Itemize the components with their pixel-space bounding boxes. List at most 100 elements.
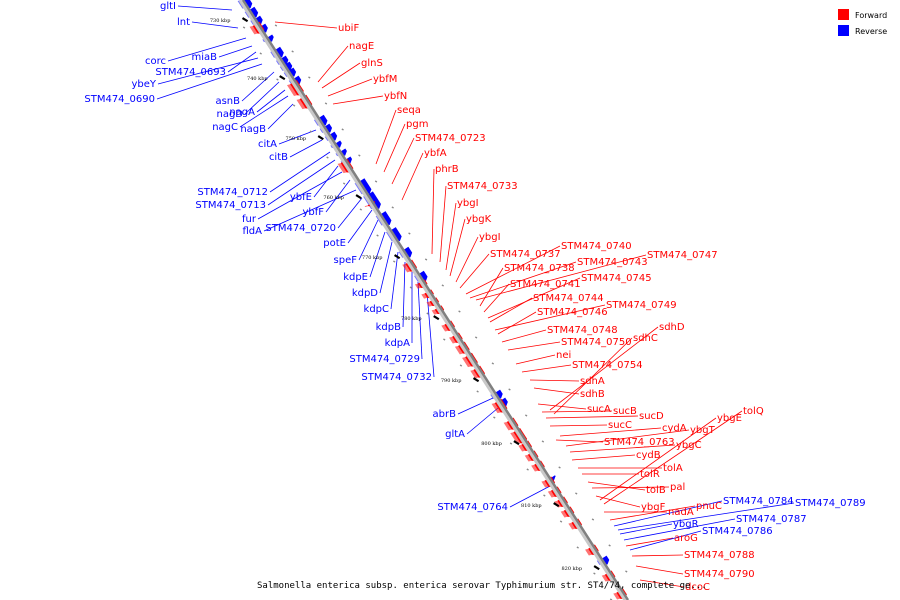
reverse-gene-label: STM474_0720 [265, 223, 336, 234]
forward-gene-label: STM474_0745 [581, 273, 652, 284]
tick-dot [591, 518, 595, 521]
forward-gene-feature-shade [585, 548, 592, 556]
reverse-gene-label: kdpA [385, 338, 410, 349]
tick-dot [408, 232, 411, 235]
tick-mark [553, 502, 560, 508]
reverse-gene-label: kdpE [343, 272, 368, 283]
reverse-gene-label: STM474_0693 [155, 67, 226, 78]
forward-leader-line [327, 78, 373, 97]
forward-gene-feature-shade [337, 163, 347, 174]
backbone-line [241, 0, 630, 600]
forward-leader-line [455, 236, 479, 283]
forward-gene-label: cydB [636, 450, 661, 461]
tick-dot [259, 52, 262, 55]
forward-gene-label: STM474_0750 [561, 337, 632, 348]
tick-label: 800 kbp [481, 441, 502, 447]
reverse-gene-label: STM474_0732 [361, 372, 432, 383]
tick-dot [326, 156, 329, 159]
tick-dot [508, 388, 511, 391]
forward-gene-label: ybgR [673, 519, 699, 530]
forward-gene-label: cydA [662, 423, 687, 434]
backbone-shadow [238, 0, 629, 600]
forward-leader-line [549, 424, 608, 427]
reverse-leader-line [218, 45, 253, 58]
forward-leader-line [475, 254, 647, 301]
tick-dot [324, 102, 328, 105]
tick-dot [458, 310, 461, 313]
forward-gene-label: STM474_0763 [604, 437, 675, 448]
forward-gene-label: STM474_0747 [647, 250, 718, 261]
forward-gene-label: sdhB [580, 389, 605, 400]
forward-leader-line [431, 168, 435, 255]
forward-gene-label: nagE [349, 41, 374, 52]
reverse-gene-label: STM474_0764 [437, 502, 508, 513]
tick-label: 770 kbp [362, 255, 383, 261]
reverse-gene-label: STM474_0729 [349, 354, 420, 365]
forward-gene-label: STM474_0749 [606, 300, 677, 311]
tick-dot [558, 466, 561, 469]
forward-gene-label: STM474_0733 [447, 181, 518, 192]
forward-gene-feature-shade [286, 84, 298, 97]
tick-dot [559, 520, 563, 523]
forward-gene-label: aroG [674, 533, 698, 544]
reverse-gene-label: kdpD [352, 288, 378, 299]
tick-dot [374, 180, 378, 183]
forward-gene-feature-shade [601, 574, 609, 582]
forward-gene-feature-shade [296, 99, 306, 110]
reverse-gene-label: abrB [433, 409, 457, 420]
reverse-gene-label: nagB [240, 124, 266, 135]
forward-leader-line [274, 21, 338, 29]
reverse-leader-line [337, 197, 363, 229]
tick-dot [474, 336, 478, 339]
tick-dot [443, 338, 446, 341]
reverse-leader-line [426, 291, 435, 378]
forward-leader-line [321, 62, 361, 89]
tick-dot [543, 494, 546, 497]
forward-leader-line [591, 486, 670, 489]
forward-gene-label: STM474_0786 [702, 526, 773, 537]
reverse-leader-line [269, 151, 331, 193]
reverse-gene-label: speF [334, 255, 358, 266]
legend-forward-swatch [838, 9, 849, 20]
forward-gene-feature-shade [554, 500, 562, 508]
forward-gene-label: sucD [639, 411, 664, 422]
reverse-leader-line [358, 219, 379, 261]
forward-leader-line [537, 403, 587, 410]
forward-leader-line [553, 337, 633, 415]
forward-gene-label: sucB [613, 406, 637, 417]
reverse-leader-line [313, 165, 339, 198]
forward-gene-label: pnuC [696, 501, 722, 512]
forward-leader-line [533, 387, 580, 395]
tick-dot [292, 104, 296, 107]
tick-mark [279, 75, 286, 81]
forward-leader-line [635, 565, 684, 575]
reverse-leader-line [156, 63, 263, 100]
reverse-gene-label: corc [145, 56, 166, 67]
forward-leader-line [639, 579, 685, 588]
forward-gene-label: STM474_0790 [684, 569, 755, 580]
forward-leader-line [465, 245, 561, 295]
forward-gene-label: ybfM [373, 74, 397, 85]
reverse-leader-line [278, 129, 317, 145]
forward-gene-feature-shade [510, 432, 521, 445]
reverse-gene-label: STM474_0690 [84, 94, 155, 105]
reverse-leader-line [379, 241, 393, 294]
forward-leader-line [332, 95, 384, 105]
forward-gene-label: STM474_0740 [561, 241, 632, 252]
reverse-gene-label: kdpC [364, 304, 389, 315]
reverse-leader-line [509, 484, 553, 508]
sequence-backbone [238, 0, 630, 600]
reverse-leader-line [347, 209, 373, 244]
tick-dot [376, 234, 379, 237]
forward-gene-label: STM474_0723 [415, 133, 486, 144]
forward-gene-label: glnS [361, 58, 383, 69]
forward-gene-label: STM474_0788 [684, 550, 755, 561]
forward-leader-line [501, 329, 547, 343]
forward-gene-label: ybgF [641, 502, 666, 513]
tick-dot [342, 182, 346, 185]
forward-gene-label: STM474_0743 [577, 257, 648, 268]
tick-dot [524, 414, 528, 417]
forward-leader-line [445, 202, 457, 271]
